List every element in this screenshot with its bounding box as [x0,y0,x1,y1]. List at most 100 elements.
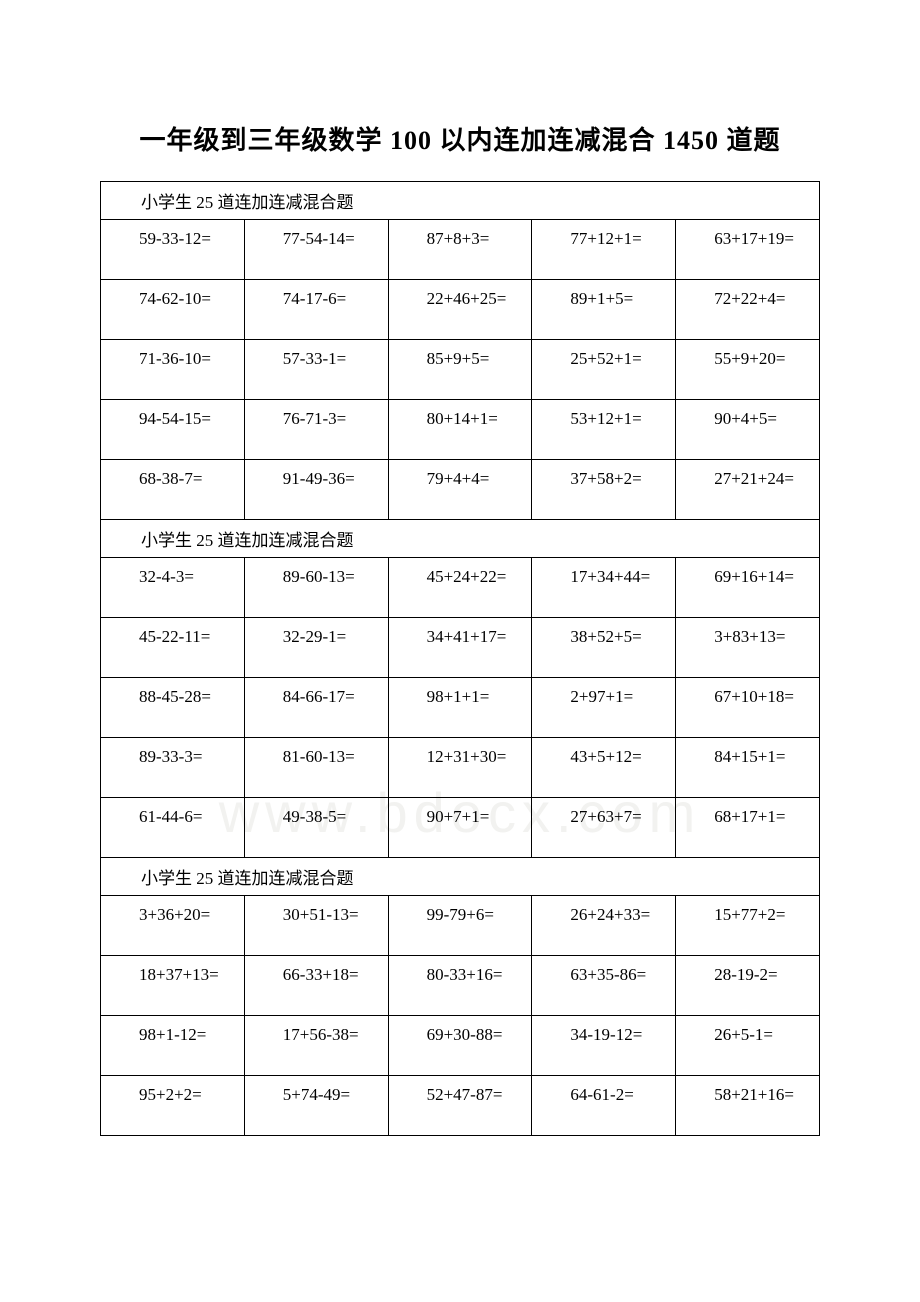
problem-cell: 58+21+16= [676,1076,820,1136]
problem-cell: 64-61-2= [532,1076,676,1136]
problem-text: 27+21+24= [680,466,815,492]
problem-text: 59-33-12= [105,226,240,252]
problem-text: 3+83+13= [680,624,815,650]
problem-text: 80+14+1= [393,406,528,432]
problem-cell: 95+2+2= [101,1076,245,1136]
problem-text: 94-54-15= [105,406,240,432]
table-body: 小学生 25 道连加连减混合题 59-33-12= 77-54-14=87+8+3=… [101,182,820,1136]
problem-text: 80-33+16= [393,962,528,988]
problem-text: 69+16+14= [680,564,815,590]
problem-cell: 69+16+14= [676,558,820,618]
problem-cell: 74-62-10= [101,280,245,340]
problem-text: 3+36+20= [105,902,240,928]
problem-text: 38+52+5= [536,624,671,650]
problem-cell: 77-54-14= [244,220,388,280]
problem-cell: 38+52+5= [532,618,676,678]
problem-cell: 26+24+33= [532,896,676,956]
problem-cell: 89-33-3= [101,738,245,798]
problem-text: 68-38-7= [105,466,240,492]
problem-cell: 99-79+6= [388,896,532,956]
problem-text: 98+1+1= [393,684,528,710]
problem-cell: 76-71-3= [244,400,388,460]
problem-text: 79+4+4= [393,466,528,492]
problem-text: 63+17+19= [680,226,815,252]
problem-text: 90+4+5= [680,406,815,432]
problem-text: 37+58+2= [536,466,671,492]
problem-text: 57-33-1= [249,346,384,372]
problem-text: 12+31+30= [393,744,528,770]
problem-text: 69+30-88= [393,1022,528,1048]
problem-cell: 98+1+1= [388,678,532,738]
problem-cell: 25+52+1= [532,340,676,400]
problem-text: 17+34+44= [536,564,671,590]
problem-text: 98+1-12= [105,1022,240,1048]
problem-cell: 74-17-6= [244,280,388,340]
problem-cell: 88-45-28= [101,678,245,738]
problem-cell: 27+63+7= [532,798,676,858]
problem-text: 45-22-11= [105,624,240,650]
problem-cell: 45+24+22= [388,558,532,618]
problem-cell: 63+35-86= [532,956,676,1016]
problem-text: 74-62-10= [105,286,240,312]
problem-cell: 49-38-5= [244,798,388,858]
problem-cell: 68-38-7= [101,460,245,520]
problem-text: 55+9+20= [680,346,815,372]
problem-cell: 57-33-1= [244,340,388,400]
problem-text: 89-60-13= [249,564,384,590]
problem-text: 28-19-2= [680,962,815,988]
problem-cell: 34+41+17= [388,618,532,678]
problem-text: 66-33+18= [249,962,384,988]
problem-cell: 52+47-87= [388,1076,532,1136]
problem-text: 52+47-87= [393,1082,528,1108]
problem-text: 22+46+25= [393,286,528,312]
problem-cell: 45-22-11= [101,618,245,678]
problem-text: 53+12+1= [536,406,671,432]
problem-text: 72+22+4= [680,286,815,312]
problem-cell: 59-33-12= [101,220,245,280]
problem-text: 30+51-13= [249,902,384,928]
problem-text: 34+41+17= [393,624,528,650]
problem-cell: 26+5-1= [676,1016,820,1076]
problem-cell: 5+74-49= [244,1076,388,1136]
problem-text: 5+74-49= [249,1082,384,1108]
problem-text: 91-49-36= [249,466,384,492]
problem-cell: 22+46+25= [388,280,532,340]
problem-cell: 98+1-12= [101,1016,245,1076]
problem-text: 77+12+1= [536,226,671,252]
problem-cell: 32-4-3= [101,558,245,618]
problem-text: 90+7+1= [393,804,528,830]
problem-text: 89-33-3= [105,744,240,770]
problem-text: 64-61-2= [536,1082,671,1108]
problem-cell: 71-36-10= [101,340,245,400]
problem-text: 26+24+33= [536,902,671,928]
section-header: 小学生 25 道连加连减混合题 [101,520,820,558]
problem-text: 61-44-6= [105,804,240,830]
problem-text: 18+37+13= [105,962,240,988]
problem-cell: 84+15+1= [676,738,820,798]
problem-text: 26+5-1= [680,1022,815,1048]
problem-cell: 81-60-13= [244,738,388,798]
problem-text: 81-60-13= [249,744,384,770]
problem-cell: 61-44-6= [101,798,245,858]
problem-text: 34-19-12= [536,1022,671,1048]
problem-cell: 55+9+20= [676,340,820,400]
problem-text: 25+52+1= [536,346,671,372]
problem-cell: 53+12+1= [532,400,676,460]
problem-cell: 90+4+5= [676,400,820,460]
problem-cell: 89-60-13= [244,558,388,618]
problem-cell: 17+56-38= [244,1016,388,1076]
page-container: 一年级到三年级数学 100 以内连加连减混合 1450 道题 www.bdocx… [50,120,870,1136]
problem-cell: 17+34+44= [532,558,676,618]
problem-text: 15+77+2= [680,902,815,928]
problem-text: 68+17+1= [680,804,815,830]
problem-text: 2+97+1= [536,684,671,710]
problem-cell: 87+8+3= [388,220,532,280]
problem-cell: 37+58+2= [532,460,676,520]
problem-cell: 34-19-12= [532,1016,676,1076]
problem-text: 77-54-14= [249,226,384,252]
problem-cell: 77+12+1= [532,220,676,280]
problem-text: 84+15+1= [680,744,815,770]
problem-text: 95+2+2= [105,1082,240,1108]
problem-cell: 66-33+18= [244,956,388,1016]
problems-table: 小学生 25 道连加连减混合题 59-33-12= 77-54-14=87+8+3=… [100,181,820,1136]
